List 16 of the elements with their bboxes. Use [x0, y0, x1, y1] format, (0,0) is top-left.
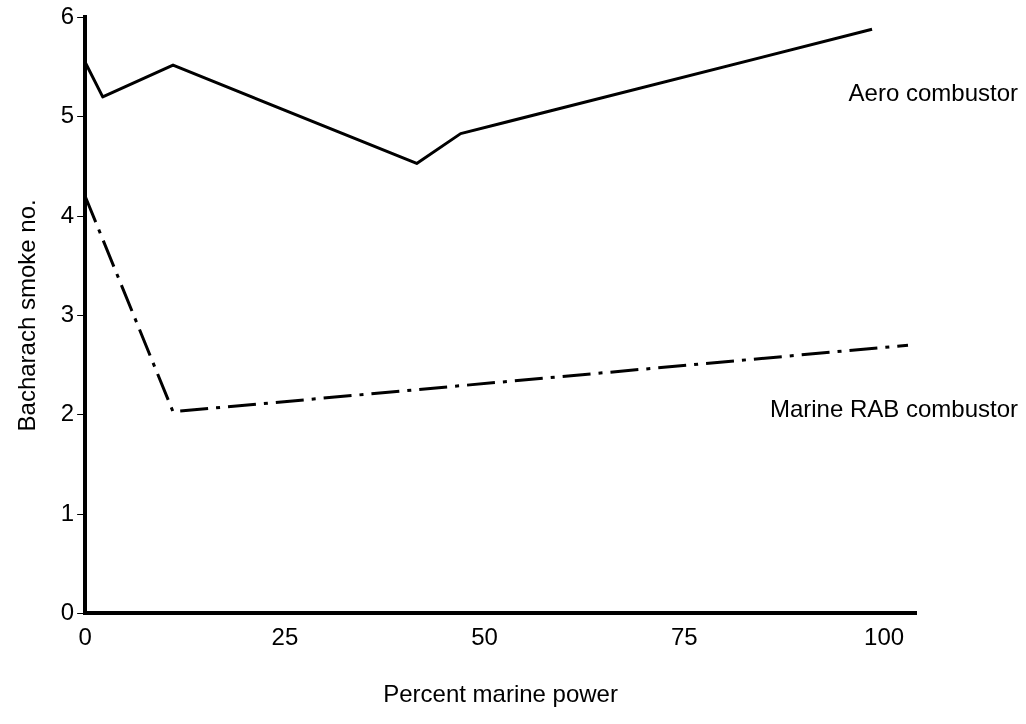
x-tick-label: 25: [271, 623, 299, 651]
y-tick-label: 6: [60, 2, 75, 30]
x-tick-label: 50: [471, 623, 498, 651]
series-label: Aero combustor: [848, 78, 1019, 106]
y-tick-label: 0: [60, 598, 75, 626]
y-axis-title: Bacharach smoke no.: [13, 199, 41, 432]
y-tick-label: 2: [60, 399, 75, 427]
y-tick-label: 5: [60, 101, 75, 129]
x-tick-label: 100: [864, 623, 905, 651]
x-axis-title: Percent marine power: [383, 680, 618, 708]
x-tick-label: 0: [78, 623, 92, 651]
y-tick-label: 3: [60, 300, 75, 328]
x-tick-label: 75: [670, 623, 698, 651]
y-tick-label: 1: [60, 498, 75, 526]
series-label: Marine RAB combustor: [769, 394, 1018, 422]
y-tick-label: 4: [60, 200, 75, 228]
